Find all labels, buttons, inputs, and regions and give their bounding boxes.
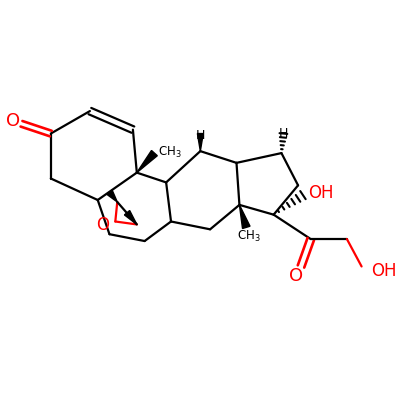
Text: H: H	[196, 129, 205, 142]
Polygon shape	[124, 210, 137, 224]
Polygon shape	[198, 134, 203, 151]
Polygon shape	[240, 205, 250, 228]
Polygon shape	[137, 150, 157, 173]
Polygon shape	[107, 190, 117, 202]
Text: O: O	[6, 112, 20, 130]
Text: CH$_3$: CH$_3$	[158, 145, 182, 160]
Text: CH$_3$: CH$_3$	[238, 229, 261, 244]
Text: O: O	[289, 267, 303, 285]
Text: OH: OH	[371, 262, 397, 280]
Text: O: O	[96, 216, 109, 234]
Text: OH: OH	[308, 184, 333, 202]
Text: H: H	[279, 127, 288, 140]
